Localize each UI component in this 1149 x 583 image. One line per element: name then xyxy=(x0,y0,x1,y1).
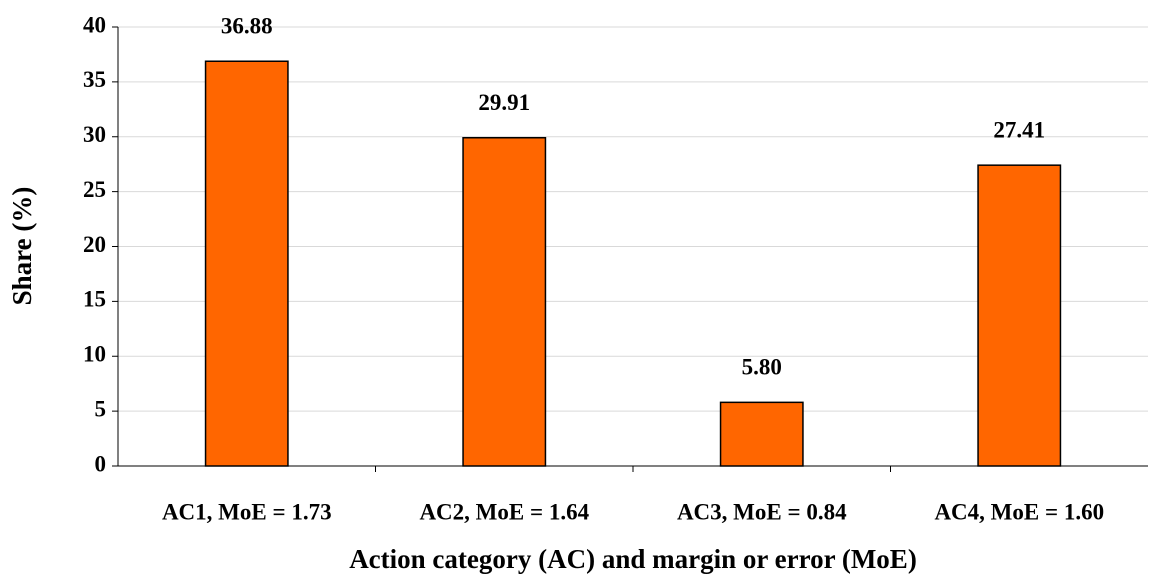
y-tick-label: 25 xyxy=(83,177,106,202)
x-axis-title: Action category (AC) and margin or error… xyxy=(349,544,917,574)
bar xyxy=(462,136,547,467)
value-label: 27.41 xyxy=(993,117,1045,142)
x-tick-label: AC3, MoE = 0.84 xyxy=(677,499,847,524)
bar xyxy=(977,164,1062,467)
y-tick-label: 40 xyxy=(83,12,106,37)
y-tick-label: 15 xyxy=(83,287,106,312)
bar xyxy=(204,60,289,467)
value-label: 36.88 xyxy=(221,14,273,39)
x-tick-label: AC2, MoE = 1.64 xyxy=(419,499,589,524)
x-tick-label: AC4, MoE = 1.60 xyxy=(934,499,1104,524)
bar xyxy=(719,401,804,467)
y-tick-label: 5 xyxy=(95,396,107,421)
y-tick-label: 20 xyxy=(83,232,106,257)
x-tick-label: AC1, MoE = 1.73 xyxy=(162,499,332,524)
y-tick-label: 0 xyxy=(95,451,107,476)
y-tick-label: 30 xyxy=(83,122,106,147)
y-tick-label: 10 xyxy=(83,342,106,367)
y-axis-title: Share (%) xyxy=(7,187,37,306)
y-tick-label: 35 xyxy=(83,67,106,92)
value-label: 29.91 xyxy=(478,90,530,115)
value-label: 5.80 xyxy=(742,355,782,380)
